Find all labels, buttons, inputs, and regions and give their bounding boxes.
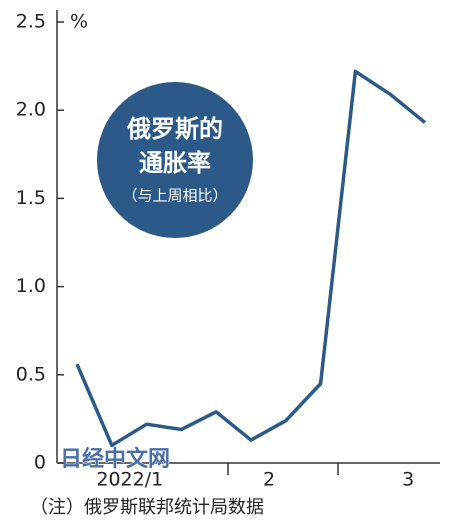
y-tick-label: 0.5 (16, 363, 46, 385)
title-line: 通胀率 (139, 149, 211, 177)
y-tick-label: 0 (34, 452, 46, 474)
title-badge (97, 82, 253, 238)
note: （注）俄罗斯联邦统计局数据 (30, 497, 264, 518)
y-tick-label: 1.5 (16, 187, 46, 209)
watermark: 日经中文网 (60, 446, 170, 472)
y-tick-label: 2.0 (16, 99, 46, 121)
y-tick-label: 2.5 (16, 11, 46, 33)
y-tick-label: 1.0 (16, 275, 46, 297)
x-tick-label: 3 (402, 469, 414, 491)
unit-label: % (70, 11, 88, 33)
x-tick-label: 2 (263, 469, 275, 491)
title-line: 俄罗斯的 (126, 115, 223, 143)
subtitle: （与上周相比） (122, 187, 227, 205)
x-tick-label: 2022/1 (96, 469, 163, 491)
data-line (75, 69, 427, 448)
